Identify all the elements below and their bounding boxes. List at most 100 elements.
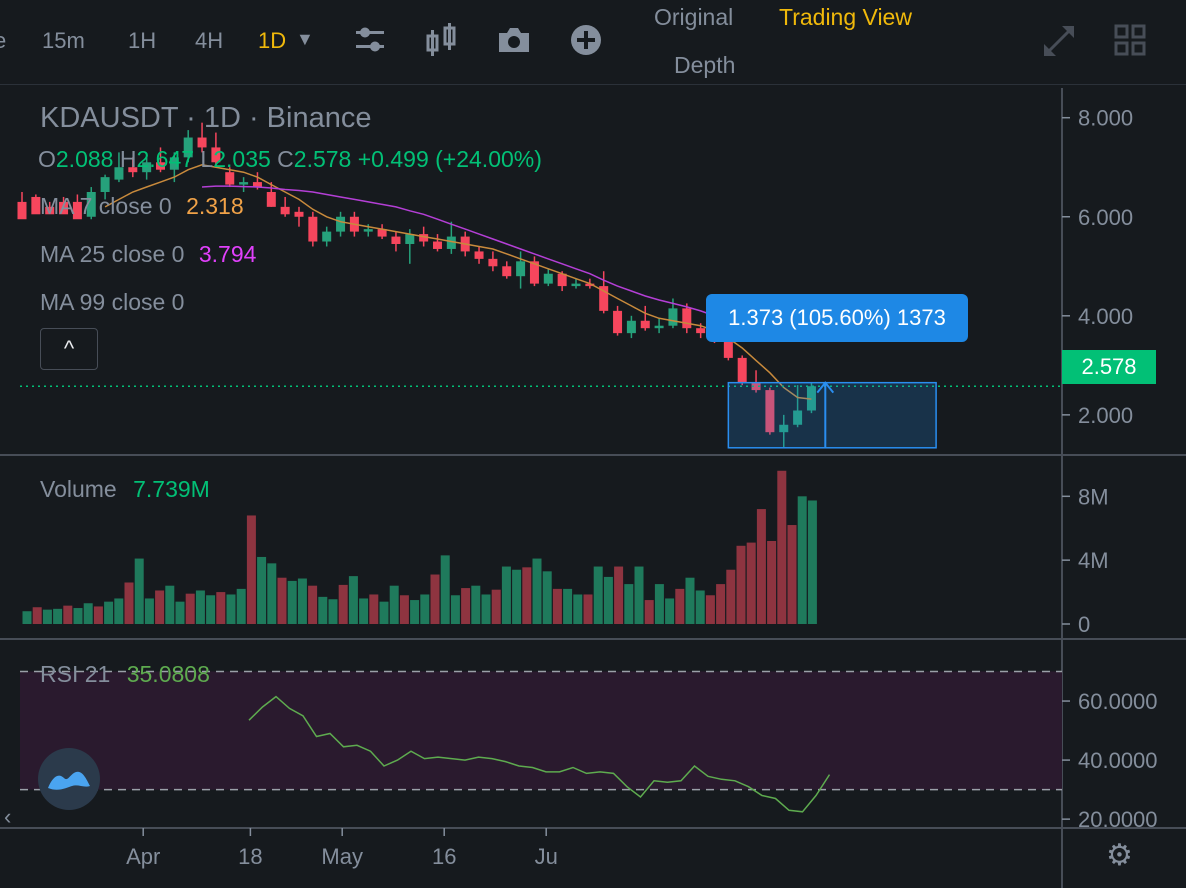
candle-body	[363, 229, 373, 232]
candle-body	[474, 251, 484, 259]
view-original-button[interactable]: Original	[654, 4, 734, 30]
volume-bar	[501, 566, 511, 624]
x-tick-label: Apr	[126, 844, 160, 869]
sliders-icon[interactable]	[354, 24, 386, 56]
chevron-down-icon[interactable]: ▼	[296, 29, 314, 49]
candle-body	[571, 283, 581, 287]
candle-body	[599, 286, 609, 311]
x-tick-label: 16	[432, 844, 456, 869]
candles-icon[interactable]	[424, 22, 460, 58]
volume-bar	[22, 611, 32, 624]
ohlc-close: 2.578	[293, 146, 352, 172]
volume-bar	[257, 556, 267, 624]
candle-body	[626, 320, 636, 334]
measure-range-box	[727, 381, 937, 449]
plus-circle-icon[interactable]	[570, 24, 602, 56]
volume-bar	[705, 595, 715, 624]
candle-body	[322, 231, 332, 242]
volume-tick-label: 4M	[1078, 548, 1109, 573]
volume-bar	[246, 515, 256, 624]
candle-body	[765, 390, 775, 433]
volume-bar	[165, 585, 175, 624]
candle-body	[737, 357, 747, 383]
ohlc-high: 2.647	[136, 146, 195, 172]
volume-bar	[552, 588, 562, 624]
volume-bar	[236, 588, 246, 624]
volume-bar	[185, 593, 195, 624]
volume-tick-label: 8M	[1078, 484, 1109, 509]
volume-bar	[267, 563, 277, 624]
candle-body	[308, 216, 318, 242]
interval-1d[interactable]: 1D	[258, 28, 287, 53]
scroll-left-icon[interactable]: ‹	[4, 804, 12, 829]
price-tick-label: 2.000	[1078, 403, 1133, 428]
candle-body	[211, 147, 221, 163]
x-tick-label: May	[321, 844, 363, 869]
ma7-legend: MA 7 close 0 2.318	[40, 193, 244, 220]
candle-body	[142, 162, 152, 173]
candle-body	[488, 258, 498, 267]
volume-bar	[134, 558, 144, 624]
volume-bar	[807, 500, 817, 624]
candle-body	[86, 192, 96, 217]
rsi-label: RSI 21	[40, 661, 111, 687]
interval-1h[interactable]: 1H	[128, 28, 157, 53]
candle-body	[696, 328, 706, 334]
volume-bar	[430, 574, 440, 624]
candle-body	[114, 167, 124, 180]
interval-4h[interactable]: 4H	[195, 28, 224, 53]
volume-bar	[318, 596, 328, 624]
expand-icon[interactable]	[1042, 24, 1076, 58]
tradingview-logo[interactable]	[38, 748, 100, 810]
candle-body	[723, 338, 733, 358]
view-tradingview-button[interactable]: Trading View	[779, 4, 912, 30]
volume-bar	[63, 605, 73, 624]
last-price-tag: 2.578	[1062, 350, 1156, 384]
candle-body	[31, 196, 41, 215]
candle-body	[336, 216, 346, 232]
candle-body	[169, 157, 179, 170]
volume-bar	[583, 594, 593, 624]
volume-bar	[175, 601, 185, 624]
volume-bar	[420, 594, 430, 624]
candle-body	[183, 137, 193, 158]
candle-body	[529, 261, 539, 284]
volume-bar	[93, 606, 103, 624]
logo-icon	[48, 771, 90, 790]
volume-bar	[450, 595, 460, 624]
candle-body	[502, 266, 512, 277]
candle-body	[543, 273, 553, 284]
collapse-legend-button[interactable]: ^	[40, 328, 98, 370]
rsi-line	[248, 695, 831, 813]
interval-hidden[interactable]: e	[0, 28, 7, 53]
candle-body	[433, 241, 442, 249]
interval-15m[interactable]: 15m	[42, 28, 85, 53]
volume-bar	[522, 567, 532, 624]
view-depth-button[interactable]: Depth	[674, 52, 736, 78]
ohlc-low-label: L	[200, 146, 214, 172]
volume-bar	[654, 584, 664, 624]
volume-bar	[675, 588, 685, 624]
camera-icon[interactable]	[497, 26, 531, 54]
volume-label: Volume	[40, 476, 117, 502]
volume-bar	[53, 608, 63, 624]
volume-bar	[756, 509, 766, 624]
volume-bar	[746, 542, 756, 624]
volume-bar	[624, 584, 634, 624]
settings-gear-icon[interactable]: ⚙	[1106, 839, 1133, 872]
candle-body	[391, 236, 401, 244]
volume-bar	[277, 577, 287, 624]
candle-body	[294, 211, 304, 217]
x-tick-label: Ju	[535, 844, 558, 869]
grid-icon[interactable]	[1114, 24, 1146, 56]
rsi-tick-label: 60.0000	[1078, 689, 1158, 714]
volume-bar	[114, 598, 124, 624]
symbol-title: KDAUSDT · 1D · Binance	[40, 102, 372, 134]
price-tick-label: 6.000	[1078, 205, 1133, 230]
candle-body	[225, 172, 235, 185]
candle-body	[197, 137, 207, 148]
ma25-label: MA 25 close 0	[40, 241, 185, 267]
volume-bar	[603, 576, 613, 624]
ma7-label: MA 7 close 0	[40, 193, 172, 219]
